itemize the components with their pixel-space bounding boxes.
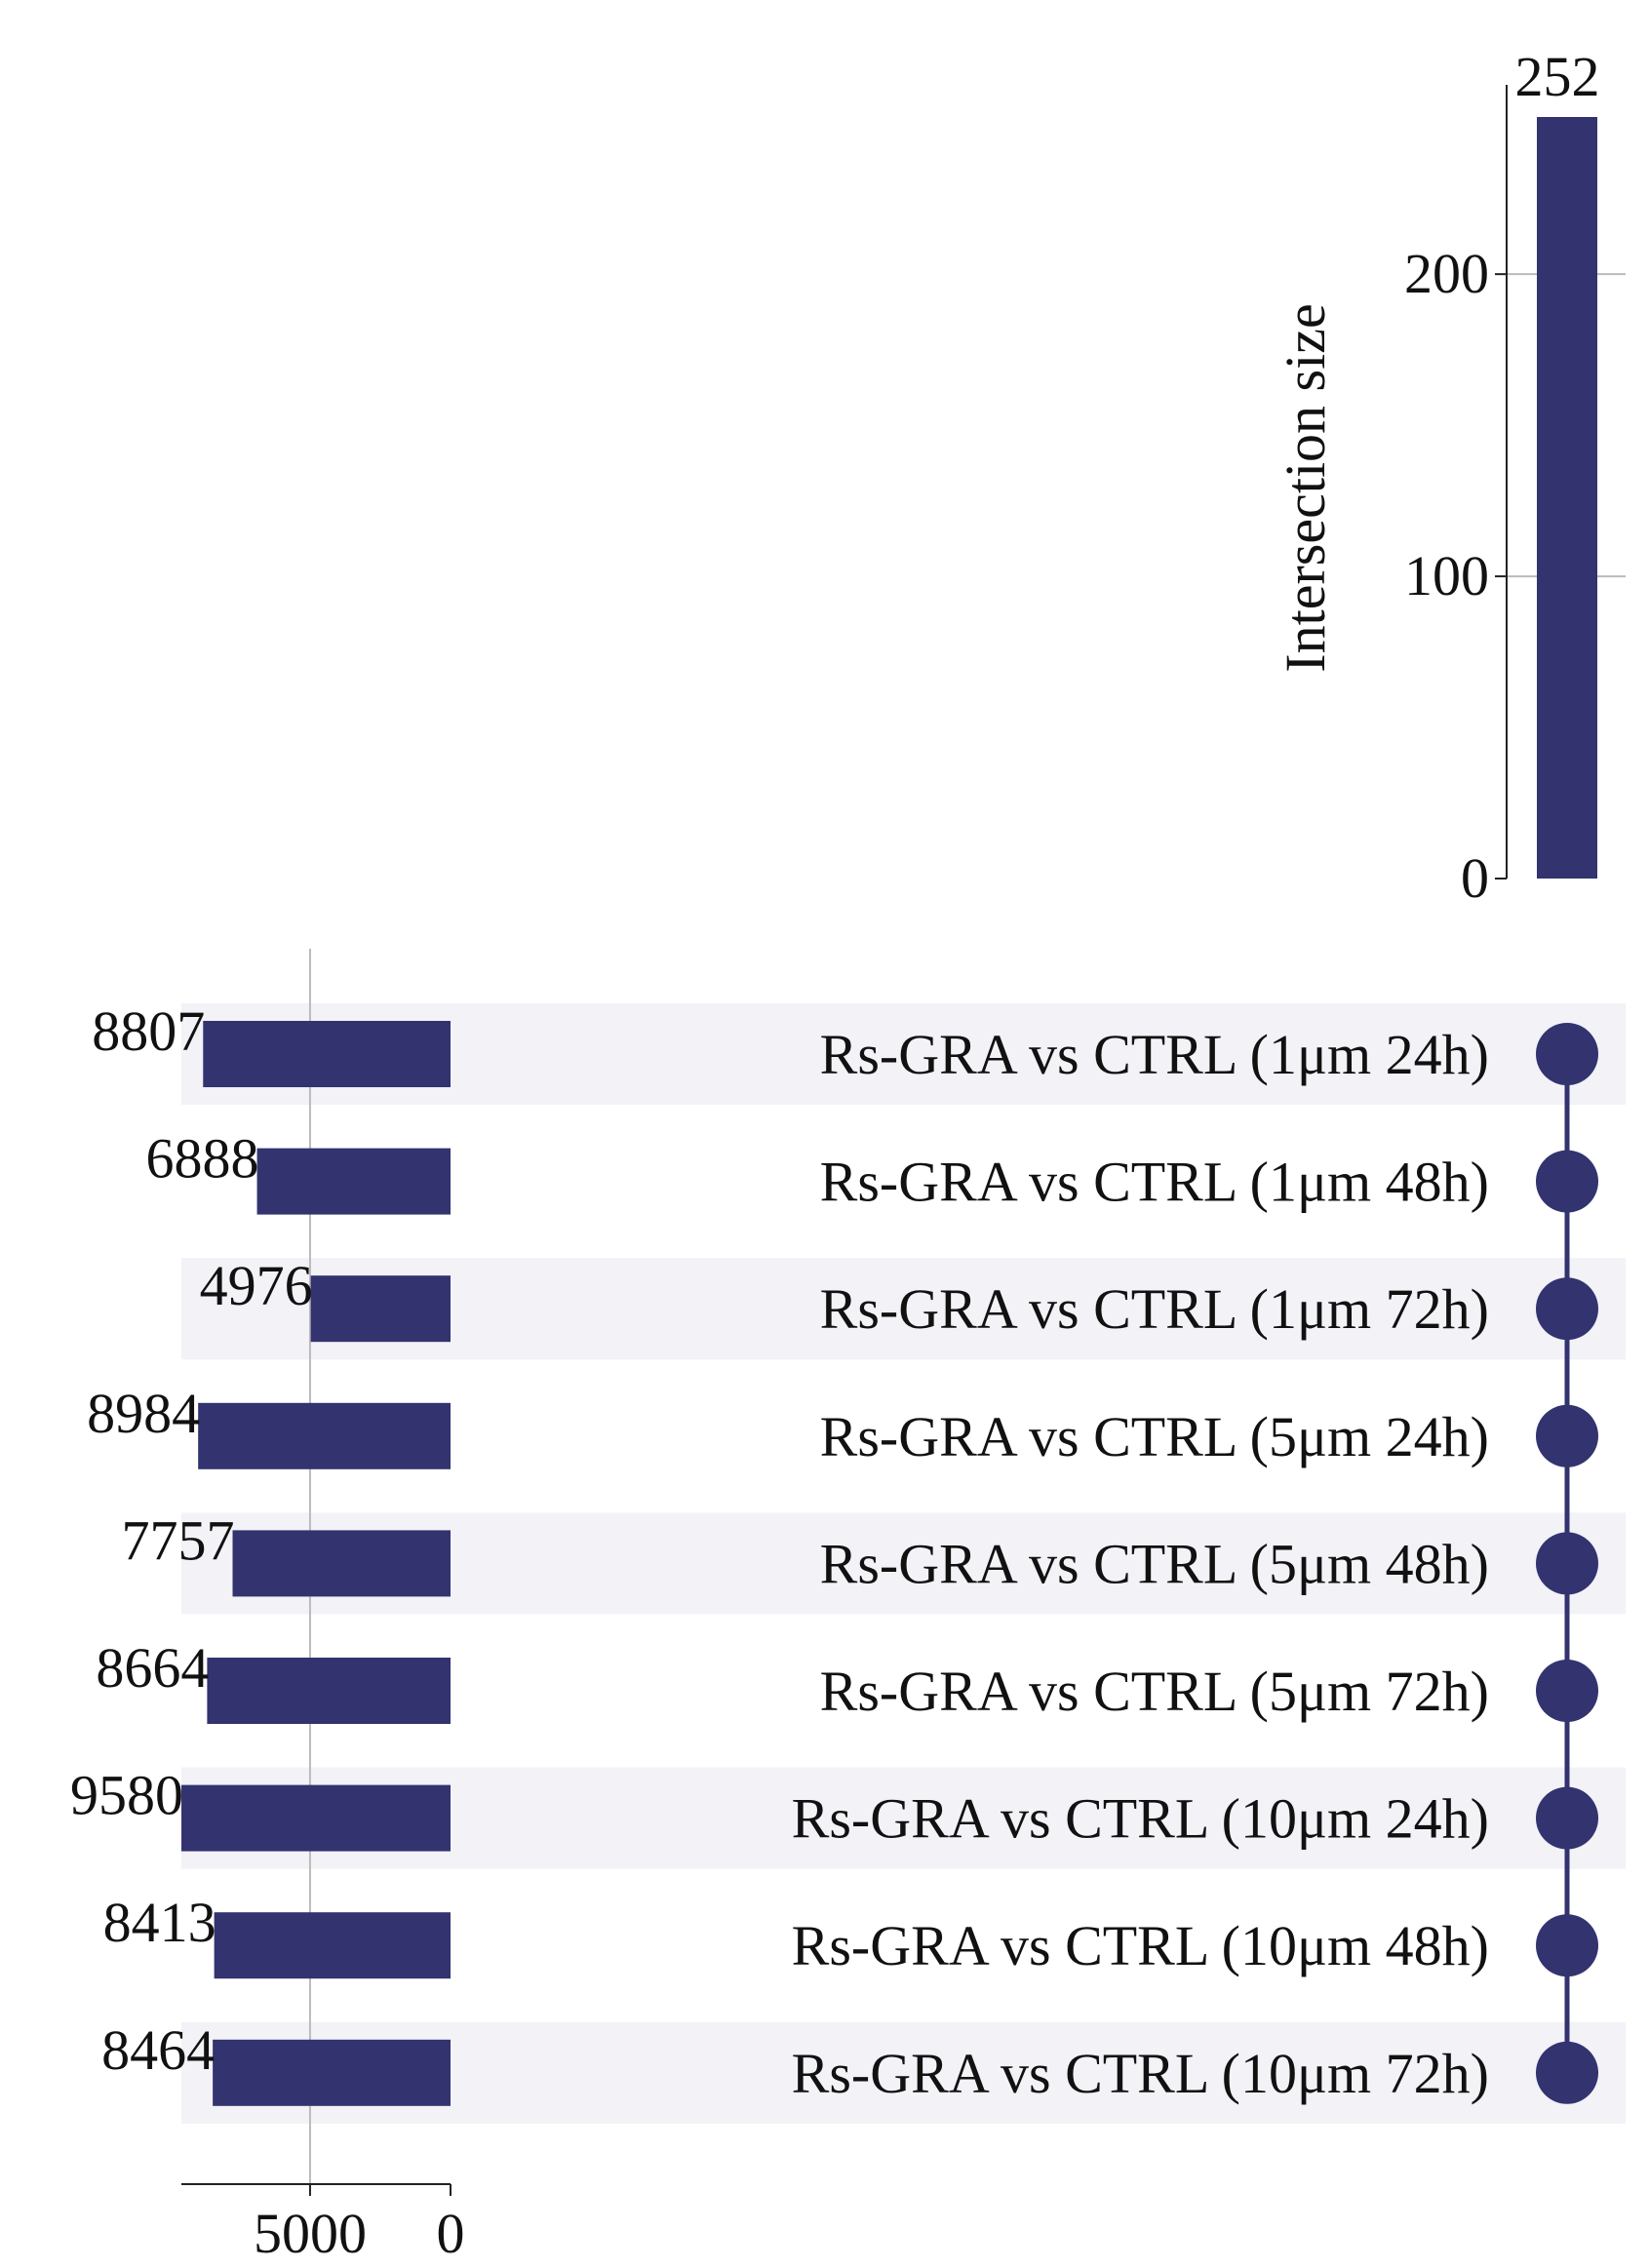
set-size-bar: [310, 1275, 451, 1343]
set-size-bar: [181, 1784, 451, 1852]
set-name-label: Rs-GRA vs CTRL (5μm 48h): [820, 1532, 1489, 1595]
set-size-bar: [213, 2039, 451, 2106]
set-size-label: 8807: [92, 999, 205, 1063]
set-name-label: Rs-GRA vs CTRL (1μm 24h): [820, 1023, 1489, 1086]
matrix-dot: [1536, 1660, 1598, 1722]
membership-matrix: [1536, 1023, 1598, 2104]
matrix-dot: [1536, 1404, 1598, 1467]
intersection-size-panel: 0 100 200 252 Intersection size: [1274, 45, 1600, 910]
matrix-dot: [1536, 1023, 1598, 1085]
matrix-dot: [1536, 1532, 1598, 1595]
set-name-label: Rs-GRA vs CTRL (10μm 48h): [792, 1914, 1489, 1977]
set-name-label: Rs-GRA vs CTRL (1μm 48h): [820, 1151, 1489, 1214]
matrix-dot: [1536, 1277, 1598, 1341]
set-size-label: 8413: [103, 1891, 216, 1954]
set-size-panel: 8807 Rs-GRA vs CTRL (1μm 24h) 6888 Rs-GRA v…: [70, 999, 1489, 2265]
set-name-label: Rs-GRA vs CTRL (10μm 72h): [792, 2042, 1489, 2105]
set-size-bar: [198, 1402, 451, 1469]
set-name-label: Rs-GRA vs CTRL (1μm 72h): [820, 1277, 1489, 1341]
set-size-x-tick-label: 5000: [254, 2202, 367, 2265]
matrix-dot: [1536, 1150, 1598, 1213]
intersection-bar: [1537, 117, 1597, 879]
set-size-bar: [232, 1530, 451, 1597]
set-size-bar: [207, 1658, 451, 1724]
intersection-y-tick-label: 100: [1404, 544, 1489, 607]
set-name-label: Rs-GRA vs CTRL (5μm 24h): [820, 1405, 1489, 1468]
intersection-y-axis-label: Intersection size: [1274, 303, 1337, 672]
set-name-label: Rs-GRA vs CTRL (5μm 72h): [820, 1660, 1489, 1723]
set-size-label: 8664: [96, 1636, 209, 1700]
set-size-bar: [256, 1148, 451, 1215]
set-size-label: 8984: [87, 1382, 200, 1445]
matrix-dot: [1536, 1786, 1598, 1850]
set-name-label: Rs-GRA vs CTRL (10μm 24h): [792, 1787, 1489, 1851]
set-size-label: 6888: [146, 1127, 259, 1191]
matrix-dot: [1536, 1914, 1598, 1977]
set-size-bar: [214, 1912, 451, 1979]
intersection-y-tick-label: 200: [1404, 242, 1489, 305]
set-size-bar: [203, 1021, 451, 1087]
intersection-bar-label: 252: [1515, 45, 1600, 108]
set-size-label: 4976: [200, 1254, 313, 1317]
set-size-x-tick-label: 0: [437, 2202, 465, 2265]
intersection-y-tick-label: 0: [1461, 846, 1489, 910]
matrix-dot: [1536, 2041, 1598, 2104]
set-size-label: 9580: [70, 1764, 183, 1827]
set-size-label: 8464: [101, 2018, 215, 2082]
set-size-label: 7757: [122, 1508, 235, 1572]
